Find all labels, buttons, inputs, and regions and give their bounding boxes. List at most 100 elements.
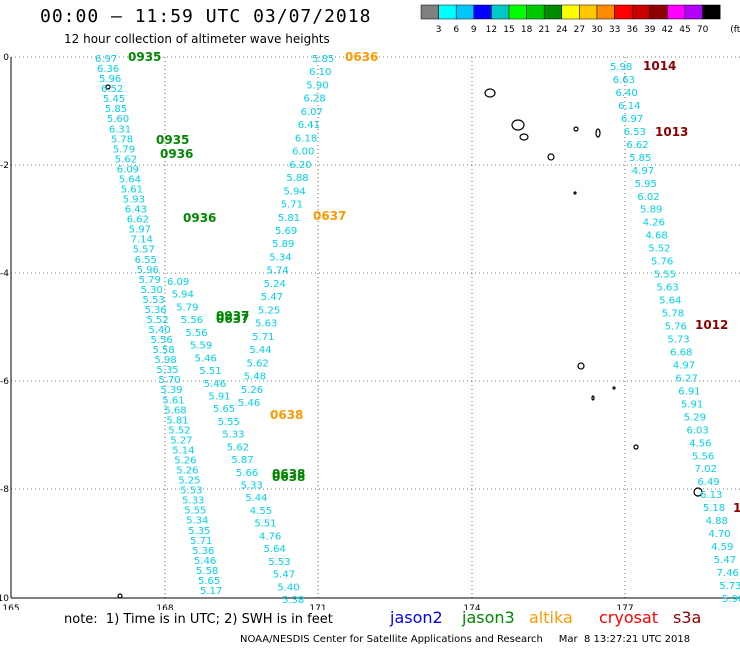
swh-value-altika: 6.00	[292, 147, 314, 158]
swh-value-jason3-b: 5.59	[190, 341, 212, 352]
swh-value-jason3-a: 6.36	[97, 64, 119, 75]
island-outline	[573, 191, 577, 195]
swh-value-jason3-b: 5.79	[176, 302, 198, 313]
swh-value-cryosat: 5.64	[659, 296, 681, 307]
mission-altika: altika	[529, 608, 573, 627]
swh-value-jason3-b: 5.33	[222, 430, 244, 441]
swh-value-jason3-b: 5.38	[282, 595, 304, 606]
swh-value-jason3-a: 5.46	[194, 556, 216, 567]
swh-value-altika: 6.28	[303, 94, 325, 105]
swh-value-jason3-a: 5.35	[156, 365, 178, 376]
swh-value-cryosat: 5.73	[719, 581, 740, 592]
legend-tick-label: 27	[574, 25, 585, 35]
swh-value-jason3-a: 6.43	[125, 205, 147, 216]
island-outline	[484, 88, 496, 98]
swh-value-jason3-a: 5.60	[107, 114, 129, 125]
swh-value-jason3-b: 5.65	[213, 404, 235, 415]
pass-time-label: 0638	[272, 467, 305, 481]
pass-time-label: 0638	[272, 470, 305, 484]
swh-value-altika: 5.74	[266, 266, 288, 277]
swh-value-altika: 6.18	[295, 133, 317, 144]
pass-time-label: 1012	[695, 318, 728, 332]
swh-value-jason3-a: 6.31	[109, 124, 131, 135]
swh-value-altika: 5.94	[284, 186, 306, 197]
swh-value-cryosat: 5.76	[651, 257, 673, 268]
swh-value-cryosat: 6.63	[613, 75, 635, 86]
swh-value-jason3-b: 5.55	[218, 417, 240, 428]
swh-value-jason3-a: 5.36	[192, 546, 214, 557]
legend-tick-label: 33	[609, 25, 620, 35]
swh-value-jason3-a: 5.79	[139, 275, 161, 286]
swh-value-jason3-a: 5.70	[158, 375, 180, 386]
island-outline	[595, 128, 601, 138]
island-outline	[612, 386, 616, 390]
swh-value-jason3-b: 5.64	[264, 544, 286, 555]
swh-value-cryosat: 4.59	[711, 542, 733, 553]
swh-value-cryosat: 6.40	[615, 88, 637, 99]
pass-time-label: 0937	[216, 309, 249, 323]
swh-value-altika: 5.34	[269, 252, 291, 263]
swh-value-altika: 5.24	[264, 279, 286, 290]
swh-value-jason3-b: 5.91	[208, 391, 230, 402]
swh-value-cryosat: 5.89	[640, 205, 662, 216]
swh-value-altika: 6.10	[309, 67, 331, 78]
island-outline	[573, 126, 579, 132]
x-tick-label: 174	[463, 604, 480, 610]
swh-value-jason3-b: 4.55	[250, 506, 272, 517]
legend-tick-label: 70	[697, 25, 709, 35]
swh-value-jason3-a: 5.14	[172, 445, 194, 456]
swh-value-jason3-b: 5.47	[273, 570, 295, 581]
island-outline	[547, 153, 555, 161]
swh-value-altika: 5.25	[258, 305, 280, 316]
legend-tick-label: 36	[626, 25, 638, 35]
swh-value-jason3-a: 6.62	[127, 215, 149, 226]
legend-tick-label: 18	[521, 25, 533, 35]
swh-value-jason3-a: 5.85	[105, 104, 127, 115]
swh-value-jason3-b: 5.62	[227, 442, 249, 453]
swh-value-cryosat: 5.47	[714, 555, 736, 566]
swh-value-jason3-a: 5.40	[148, 325, 170, 336]
swh-value-jason3-a: 5.96	[99, 74, 121, 85]
swh-value-jason3-a: 5.56	[150, 335, 172, 346]
swh-value-cryosat: 5.63	[656, 283, 678, 294]
swh-value-jason3-a: 5.81	[166, 415, 188, 426]
legend-tick-label: 3	[436, 25, 442, 35]
swh-value-altika: 5.71	[281, 200, 303, 211]
swh-value-jason3-a: 5.62	[115, 154, 137, 165]
legend-tick-label: 39	[644, 25, 656, 35]
mission-cryosat: cryosat	[599, 608, 659, 627]
swh-value-jason3-a: 5.33	[182, 496, 204, 507]
page-title: 00:00 — 11:59 UTC 03/07/2018	[40, 6, 372, 27]
swh-value-jason3-b: 5.56	[181, 315, 203, 326]
swh-value-cryosat: 5.73	[667, 334, 689, 345]
swh-value-jason3-a: 5.97	[129, 225, 151, 236]
swh-value-altika: 6.07	[301, 107, 323, 118]
swh-value-cryosat: 5.85	[629, 153, 651, 164]
pass-time-label: 0936	[160, 147, 193, 161]
swh-value-cryosat: 5.29	[684, 412, 706, 423]
swh-value-jason3-b: 5.46	[204, 379, 226, 390]
swh-value-cryosat: 6.97	[621, 114, 643, 125]
swh-value-jason3-a: 6.55	[135, 255, 157, 266]
swh-value-altika: 5.62	[247, 358, 269, 369]
swh-value-cryosat: 6.14	[618, 101, 640, 112]
mission-s3a: s3a	[673, 608, 702, 627]
swh-value-jason3-a: 5.53	[180, 486, 202, 497]
island-outline	[511, 119, 525, 131]
island-outline	[577, 362, 585, 370]
swh-value-altika: 5.88	[286, 173, 308, 184]
swh-value-cryosat: 5.56	[692, 451, 714, 462]
swh-value-cryosat: 5.95	[635, 179, 657, 190]
pass-time-label: 0936	[183, 211, 216, 225]
swh-value-jason3-b: 5.46	[195, 353, 217, 364]
swh-value-altika: 5.85	[312, 54, 334, 65]
swh-value-jason3-a: 5.27	[170, 435, 192, 446]
swh-value-cryosat: 4.97	[673, 360, 695, 371]
swh-value-cryosat: 6.02	[637, 192, 659, 203]
y-tick-label: 0	[3, 53, 9, 63]
legend-tick-label: 45	[679, 25, 690, 35]
swh-value-jason3-a: 5.35	[188, 526, 210, 537]
legend-tick-label: 9	[471, 25, 477, 35]
pass-time-label: 0637	[216, 312, 249, 326]
